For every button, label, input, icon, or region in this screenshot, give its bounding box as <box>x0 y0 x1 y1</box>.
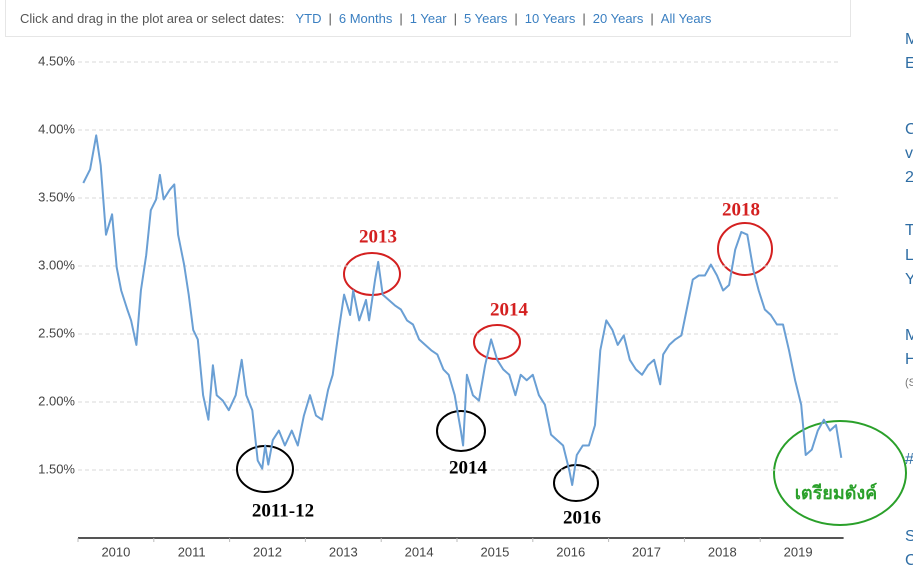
toolbar-prompt: Click and drag in the plot area or selec… <box>20 10 285 26</box>
y-tick-label: 3.50% <box>38 189 75 204</box>
separator: | <box>453 10 458 26</box>
annotation: 2013 <box>359 226 397 247</box>
annotation: 2018 <box>722 199 760 220</box>
x-tick-label: 2018 <box>708 544 737 559</box>
x-tick-label: 2017 <box>632 544 661 559</box>
x-tick-label: 2019 <box>784 544 813 559</box>
sidebar-text: 2 <box>905 169 913 186</box>
x-tick-label: 2012 <box>253 544 282 559</box>
sidebar-text: M <box>905 327 913 344</box>
annotation: 2014 <box>449 457 488 478</box>
annotation: 2016 <box>563 507 601 528</box>
y-tick-label: 4.50% <box>38 53 75 68</box>
separator: | <box>328 10 332 26</box>
separator: | <box>399 10 403 26</box>
annotation: 2011-12 <box>252 500 314 521</box>
y-tick-label: 1.50% <box>38 461 75 476</box>
separator: | <box>514 10 518 26</box>
sidebar-text: M <box>905 31 913 48</box>
range-link[interactable]: YTD <box>295 10 322 26</box>
range-link[interactable]: 10 Years <box>524 10 576 26</box>
sidebar-text: C <box>905 552 913 568</box>
range-link[interactable]: 20 Years <box>592 10 644 26</box>
sidebar-text: T <box>905 222 913 239</box>
x-tick-label: 2011 <box>178 544 206 559</box>
annotation: เตรียมดังค์ <box>795 482 877 504</box>
line <box>82 134 843 486</box>
annotation: 2014 <box>490 299 529 320</box>
black-circle <box>436 410 486 452</box>
range-link[interactable]: 1 Year <box>409 10 447 26</box>
x-tick-label: 2010 <box>101 544 130 559</box>
range-link[interactable]: 5 Years <box>464 10 508 26</box>
red-circle <box>343 252 401 296</box>
sidebar-text: E <box>905 55 913 72</box>
sidebar-text: S <box>905 528 913 545</box>
sidebar-text: # <box>905 451 913 468</box>
red-circle <box>717 222 773 276</box>
sidebar-text: C <box>905 121 913 138</box>
x-tick-label: 2014 <box>405 544 434 559</box>
separator: | <box>582 10 586 26</box>
green-circle <box>773 420 907 526</box>
y-tick-label: 2.50% <box>38 325 75 340</box>
toolbar: Click and drag in the plot area or selec… <box>5 0 851 37</box>
range-link[interactable]: 6 Months <box>338 10 393 26</box>
x-tick-label: 2013 <box>329 544 358 559</box>
separator: | <box>650 10 654 26</box>
x-tick-label: 2016 <box>556 544 585 559</box>
y-tick-label: 4.00% <box>38 121 75 136</box>
sidebar-text: H <box>905 351 913 368</box>
red-circle <box>473 324 521 360</box>
sidebar-text: L <box>905 247 913 264</box>
x-tick-label: 2015 <box>480 544 509 559</box>
y-tick-label: 2.00% <box>38 393 75 408</box>
sidebar-text: Y <box>905 271 913 288</box>
range-link[interactable]: All Years <box>660 10 712 26</box>
sidebar-text: (S <box>905 377 913 389</box>
y-tick-label: 3.00% <box>38 257 75 272</box>
sidebar-text: v <box>905 145 913 162</box>
